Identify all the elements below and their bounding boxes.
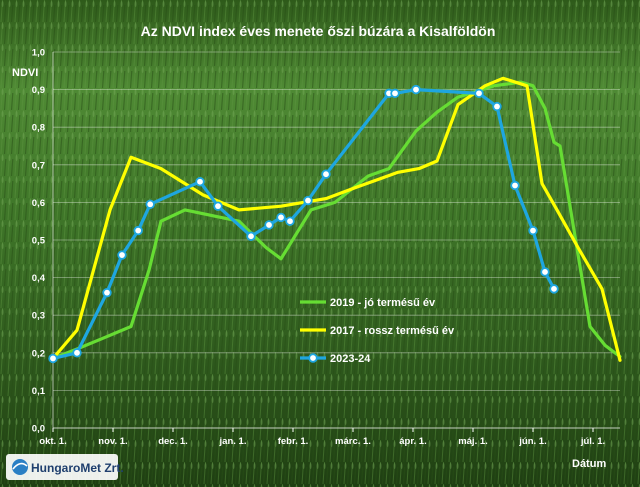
y-axis-label: NDVI [12, 67, 38, 79]
y-tick-label: 0,9 [32, 85, 45, 96]
legend-label: 2019 - jó termésű év [330, 297, 436, 309]
data-point [48, 353, 58, 364]
x-tick-labels: okt. 1. nov. 1. dec. 1. jan. 1. febr. 1. márc… [39, 428, 605, 447]
x-tick-label: márc. 1. [335, 436, 371, 447]
legend-label: 2023-24 [330, 353, 371, 365]
y-tick-label: 0,4 [32, 273, 46, 284]
data-point [276, 212, 286, 223]
chart-title: Az NDVI index éves menete őszi búzára a … [141, 23, 496, 39]
data-point [321, 169, 331, 179]
data-point [549, 284, 559, 294]
x-tick-label: dec. 1. [158, 436, 188, 447]
y-tick-label: 0,7 [32, 160, 45, 171]
hungaromet-logo: HungaroMet Zrt. [6, 454, 124, 480]
legend: 2019 - jó termésű év 2017 - rossz termésű… [300, 297, 455, 365]
logo-text: HungaroMet Zrt. [31, 461, 124, 475]
x-axis-label: Dátum [572, 458, 606, 470]
x-tick-label: jún. 1. [518, 436, 546, 447]
series-lines [48, 76, 622, 364]
y-tick-labels: 0,0 0,1 0,2 0,3 0,4 0,5 0,6 0,7 0,8 0,9 1,0 [32, 48, 46, 435]
x-tick-label: jan. 1. [219, 436, 247, 447]
data-point [213, 201, 223, 211]
data-point [285, 216, 295, 226]
y-tick-label: 0,1 [32, 386, 46, 397]
data-point [528, 225, 538, 236]
data-point [303, 195, 313, 206]
x-tick-label: ápr. 1. [399, 436, 426, 447]
y-tick-label: 0,5 [32, 236, 46, 247]
data-point [133, 225, 143, 236]
data-point [117, 250, 127, 260]
data-point [390, 88, 400, 99]
legend-marker [308, 353, 318, 363]
series-line-1 [51, 76, 622, 362]
y-tick-label: 0,0 [32, 424, 45, 435]
data-point [195, 177, 205, 187]
data-point [474, 88, 484, 99]
data-point [246, 231, 256, 241]
x-tick-label: okt. 1. [39, 436, 66, 447]
x-tick-label: febr. 1. [278, 436, 309, 447]
data-point [510, 180, 520, 191]
legend-label: 2017 - rossz termésű év [330, 325, 455, 337]
data-point [411, 84, 421, 95]
x-tick-label: nov. 1. [98, 436, 127, 447]
series-line-0 [51, 80, 622, 360]
data-point [264, 220, 274, 230]
y-tick-label: 1,0 [32, 48, 45, 59]
x-tick-label: máj. 1. [458, 436, 488, 447]
data-point [102, 287, 112, 298]
data-point [145, 199, 155, 209]
data-point [492, 101, 502, 112]
data-point [540, 267, 550, 277]
y-tick-label: 0,8 [32, 123, 45, 134]
y-tick-label: 0,3 [32, 311, 45, 322]
x-tick-label: júl. 1. [580, 436, 605, 447]
data-point [72, 348, 82, 358]
y-tick-label: 0,2 [32, 348, 45, 359]
y-tick-label: 0,6 [32, 198, 45, 209]
